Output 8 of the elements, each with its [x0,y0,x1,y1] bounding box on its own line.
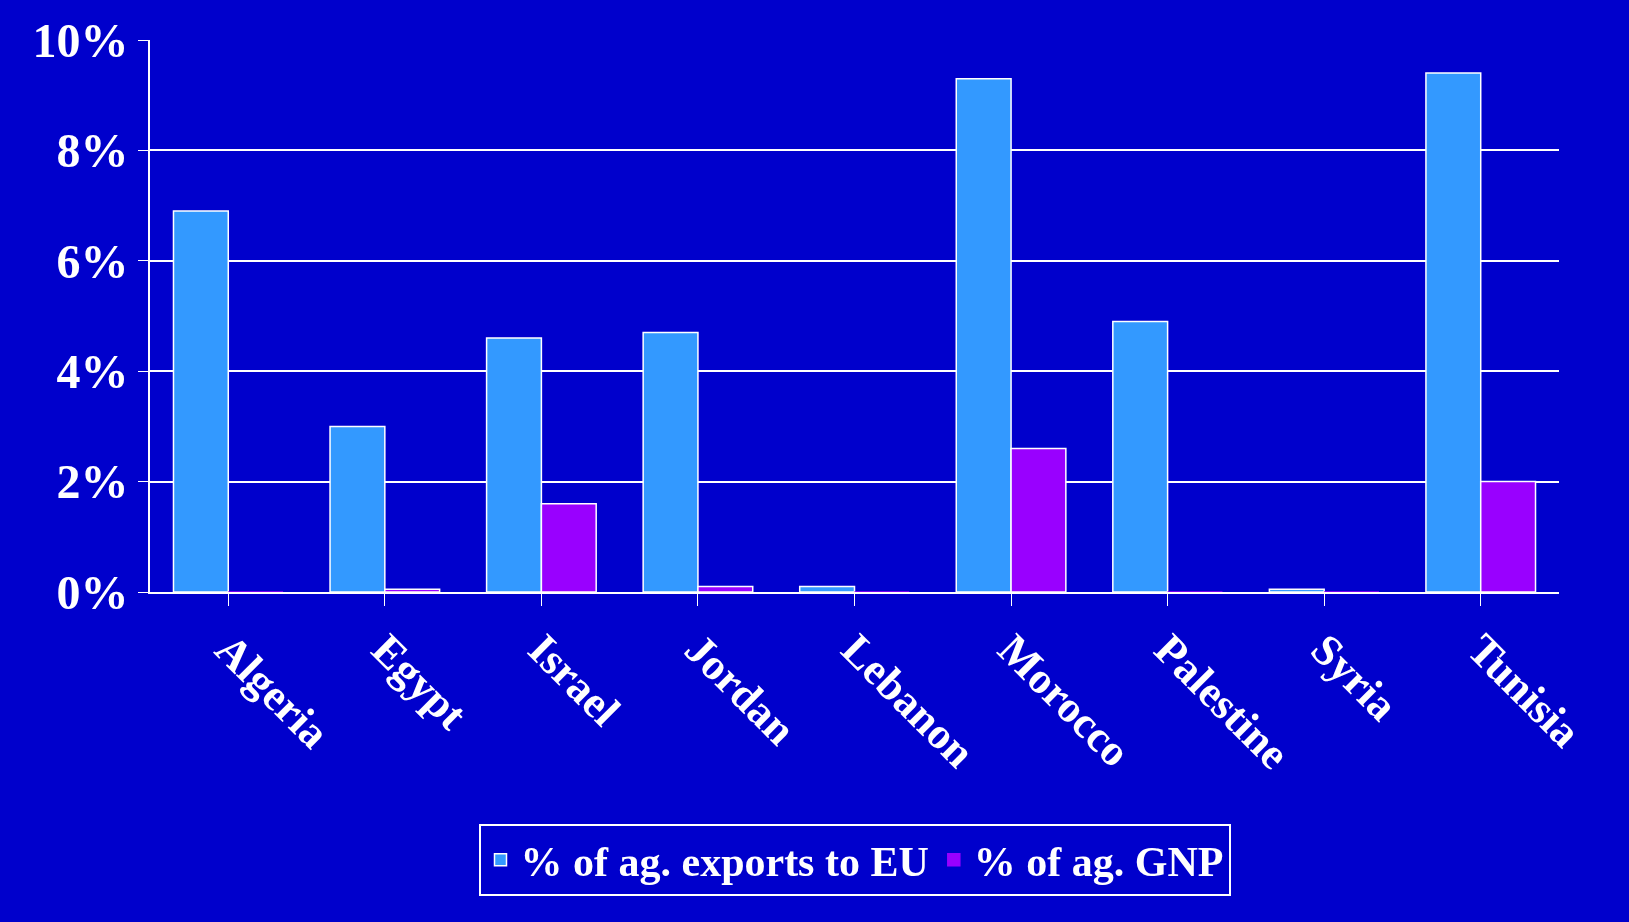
y-tick-label: 2% [56,455,129,509]
y-tick-label: 10% [32,13,129,67]
legend-label: % of ag. GNP [973,839,1224,886]
y-tick-label: 0% [56,565,129,619]
y-tick-label: 8% [56,124,129,178]
y-tick-label: 6% [56,234,129,288]
legend-label: % of ag. exports to EU [520,839,929,886]
y-tick-label: 4% [56,345,129,398]
